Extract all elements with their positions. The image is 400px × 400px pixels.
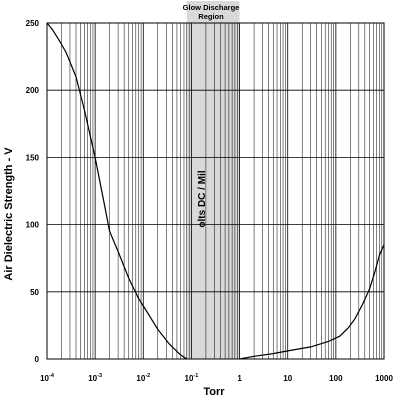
glow-discharge-region-shading (187, 1, 240, 359)
x-tick-label: 10-3 (88, 373, 102, 383)
y-tick-label: 150 (26, 153, 40, 162)
series-curve-1 (47, 23, 187, 359)
x-tick-label: 10-4 (40, 373, 55, 383)
x-tick-label: 10-2 (136, 373, 150, 383)
x-tick-label: 10 (283, 374, 292, 383)
y-tick-label: 100 (26, 221, 40, 230)
region-label-line1: Glow Discharge (183, 3, 240, 12)
series-curve-2 (240, 245, 384, 359)
x-tick-label: 10-1 (185, 373, 199, 383)
x-tick-label: 1 (237, 374, 242, 383)
y-tick-label: 50 (30, 288, 39, 297)
x-tick-labels: 10-4 10-3 10-2 10-1 1 10 100 1000 (40, 373, 393, 383)
region-label-line2: Region (198, 12, 224, 21)
y-tick-labels: 0 50 100 150 200 250 (26, 19, 40, 364)
shaded-region (187, 1, 240, 359)
y-axis-label: Air Dielectric Strength - V (3, 147, 15, 281)
x-tick-label: 100 (329, 374, 343, 383)
y-tick-label: 200 (26, 86, 40, 95)
y-tick-label: 250 (26, 19, 40, 28)
x-axis-label: Torr (203, 386, 225, 398)
y-tick-label: 0 (35, 355, 40, 364)
inner-unit-label: olts DC / Mil (197, 170, 208, 227)
x-tick-label: 1000 (375, 374, 393, 383)
